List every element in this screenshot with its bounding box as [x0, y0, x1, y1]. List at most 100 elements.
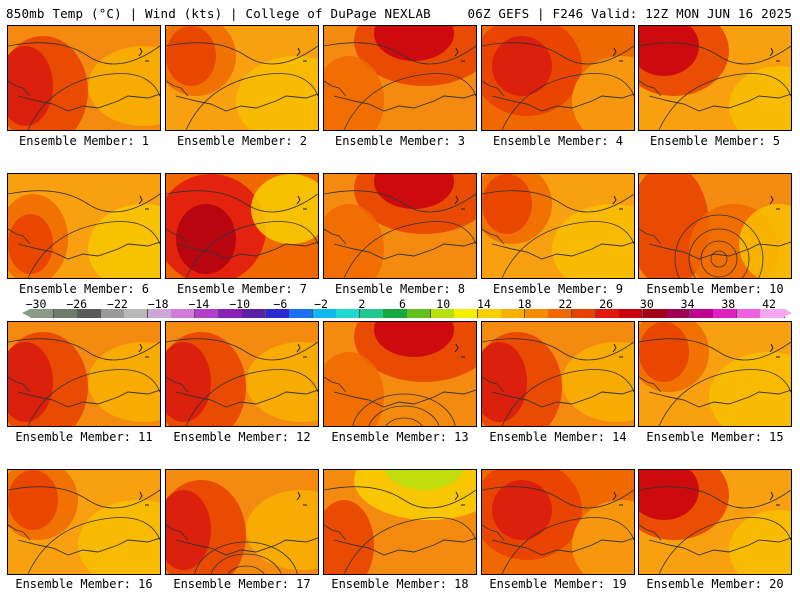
- temperature-map: [639, 470, 791, 574]
- colorbar-tick-label: −2: [314, 297, 328, 311]
- colorbar-bin: [171, 309, 196, 318]
- ensemble-map-panel: [638, 321, 792, 427]
- colorbar-bin: [595, 309, 620, 318]
- ensemble-map-panel: [7, 469, 161, 575]
- temperature-map: [639, 174, 791, 278]
- colorbar-left-arrow: [22, 309, 30, 317]
- ensemble-member-label: Ensemble Member: 14: [489, 430, 627, 444]
- colorbar-tick-label: 14: [477, 297, 491, 311]
- colorbar-bin: [571, 309, 596, 318]
- ensemble-map-panel: [638, 469, 792, 575]
- colorbar-tick-label: −26: [66, 297, 88, 311]
- colorbar-bin: [383, 309, 408, 318]
- colorbar-bin: [100, 309, 125, 318]
- colorbar-bin: [430, 309, 455, 318]
- ensemble-map-panel: [165, 173, 319, 279]
- colorbar-tick-label: 42: [762, 297, 776, 311]
- temperature-colorbar: [30, 309, 785, 318]
- colorbar-bin: [689, 309, 714, 318]
- colorbar-bin: [124, 309, 149, 318]
- ensemble-map-panel: [481, 173, 635, 279]
- ensemble-member-label: Ensemble Member: 9: [492, 282, 624, 296]
- colorbar-bin: [336, 309, 361, 318]
- colorbar-tick-label: 6: [399, 297, 406, 311]
- ensemble-member-label: Ensemble Member: 6: [18, 282, 150, 296]
- ensemble-member-label: Ensemble Member: 8: [334, 282, 466, 296]
- colorbar-bin: [147, 309, 172, 318]
- ensemble-map-panel: [638, 173, 792, 279]
- temperature-map: [166, 174, 318, 278]
- temperature-map: [166, 322, 318, 426]
- colorbar-bin: [736, 309, 761, 318]
- colorbar-tick-label: −18: [147, 297, 169, 311]
- temperature-map: [166, 26, 318, 130]
- colorbar-right-arrow: [784, 309, 792, 317]
- ensemble-map-panel: [481, 469, 635, 575]
- ensemble-map-panel: [323, 25, 477, 131]
- ensemble-member-label: Ensemble Member: 17: [173, 577, 311, 591]
- colorbar-tick-label: 22: [558, 297, 573, 311]
- ensemble-member-label: Ensemble Member: 15: [646, 430, 784, 444]
- colorbar-tick-label: 26: [599, 297, 614, 311]
- temperature-map: [482, 26, 634, 130]
- temperature-map: [482, 470, 634, 574]
- ensemble-map-panel: [323, 321, 477, 427]
- colorbar-bin: [218, 309, 243, 318]
- colorbar-bin: [501, 309, 526, 318]
- colorbar-bin: [524, 309, 549, 318]
- colorbar-bin: [289, 309, 314, 318]
- colorbar-bin: [477, 309, 502, 318]
- colorbar-bin: [265, 309, 290, 318]
- temperature-map: [639, 26, 791, 130]
- ensemble-member-label: Ensemble Member: 5: [649, 134, 781, 148]
- colorbar-tick-label: 18: [517, 297, 532, 311]
- temperature-map: [8, 26, 160, 130]
- colorbar-tick-label: 10: [436, 297, 451, 311]
- ensemble-map-panel: [7, 173, 161, 279]
- ensemble-map-panel: [481, 321, 635, 427]
- colorbar-bin: [548, 309, 573, 318]
- ensemble-map-panel: [7, 321, 161, 427]
- ensemble-member-label: Ensemble Member: 19: [489, 577, 627, 591]
- ensemble-map-panel: [638, 25, 792, 131]
- temperature-map: [324, 322, 476, 426]
- ensemble-member-label: Ensemble Member: 1: [18, 134, 150, 148]
- temperature-map: [166, 470, 318, 574]
- colorbar-bin: [53, 309, 78, 318]
- ensemble-member-label: Ensemble Member: 2: [176, 134, 308, 148]
- colorbar-bin: [760, 309, 785, 318]
- colorbar-bin: [77, 309, 102, 318]
- temperature-map: [8, 470, 160, 574]
- colorbar-bin: [30, 309, 55, 318]
- ensemble-map-panel: [323, 469, 477, 575]
- temperature-map: [324, 174, 476, 278]
- ensemble-map-panel: [323, 173, 477, 279]
- temperature-map: [8, 174, 160, 278]
- temperature-map: [482, 322, 634, 426]
- colorbar-bin: [194, 309, 219, 318]
- colorbar-tick-label: −22: [107, 297, 128, 311]
- ensemble-member-label: Ensemble Member: 13: [331, 430, 469, 444]
- temperature-map: [639, 322, 791, 426]
- ensemble-member-label: Ensemble Member: 4: [492, 134, 624, 148]
- colorbar-bin: [666, 309, 691, 318]
- colorbar-bin: [713, 309, 738, 318]
- colorbar-tick-label: 30: [639, 297, 654, 311]
- ensemble-member-label: Ensemble Member: 12: [173, 430, 311, 444]
- ensemble-member-label: Ensemble Member: 20: [646, 577, 784, 591]
- ensemble-map-panel: [7, 25, 161, 131]
- colorbar-bin: [242, 309, 267, 318]
- colorbar-tick-label: −30: [25, 297, 47, 311]
- ensemble-map-panel: [165, 321, 319, 427]
- temperature-map: [482, 174, 634, 278]
- colorbar-tick-label: 38: [721, 297, 736, 311]
- ensemble-map-panel: [481, 25, 635, 131]
- colorbar-bin: [407, 309, 432, 318]
- map-title: 850mb Temp (°C) | Wind (kts) | College o…: [6, 6, 431, 21]
- ensemble-map-panel: [165, 469, 319, 575]
- ensemble-member-label: Ensemble Member: 11: [15, 430, 153, 444]
- colorbar-bin: [642, 309, 667, 318]
- ensemble-map-panel: [165, 25, 319, 131]
- colorbar-tick-label: −6: [273, 297, 288, 311]
- colorbar-tick-label: −10: [229, 297, 250, 311]
